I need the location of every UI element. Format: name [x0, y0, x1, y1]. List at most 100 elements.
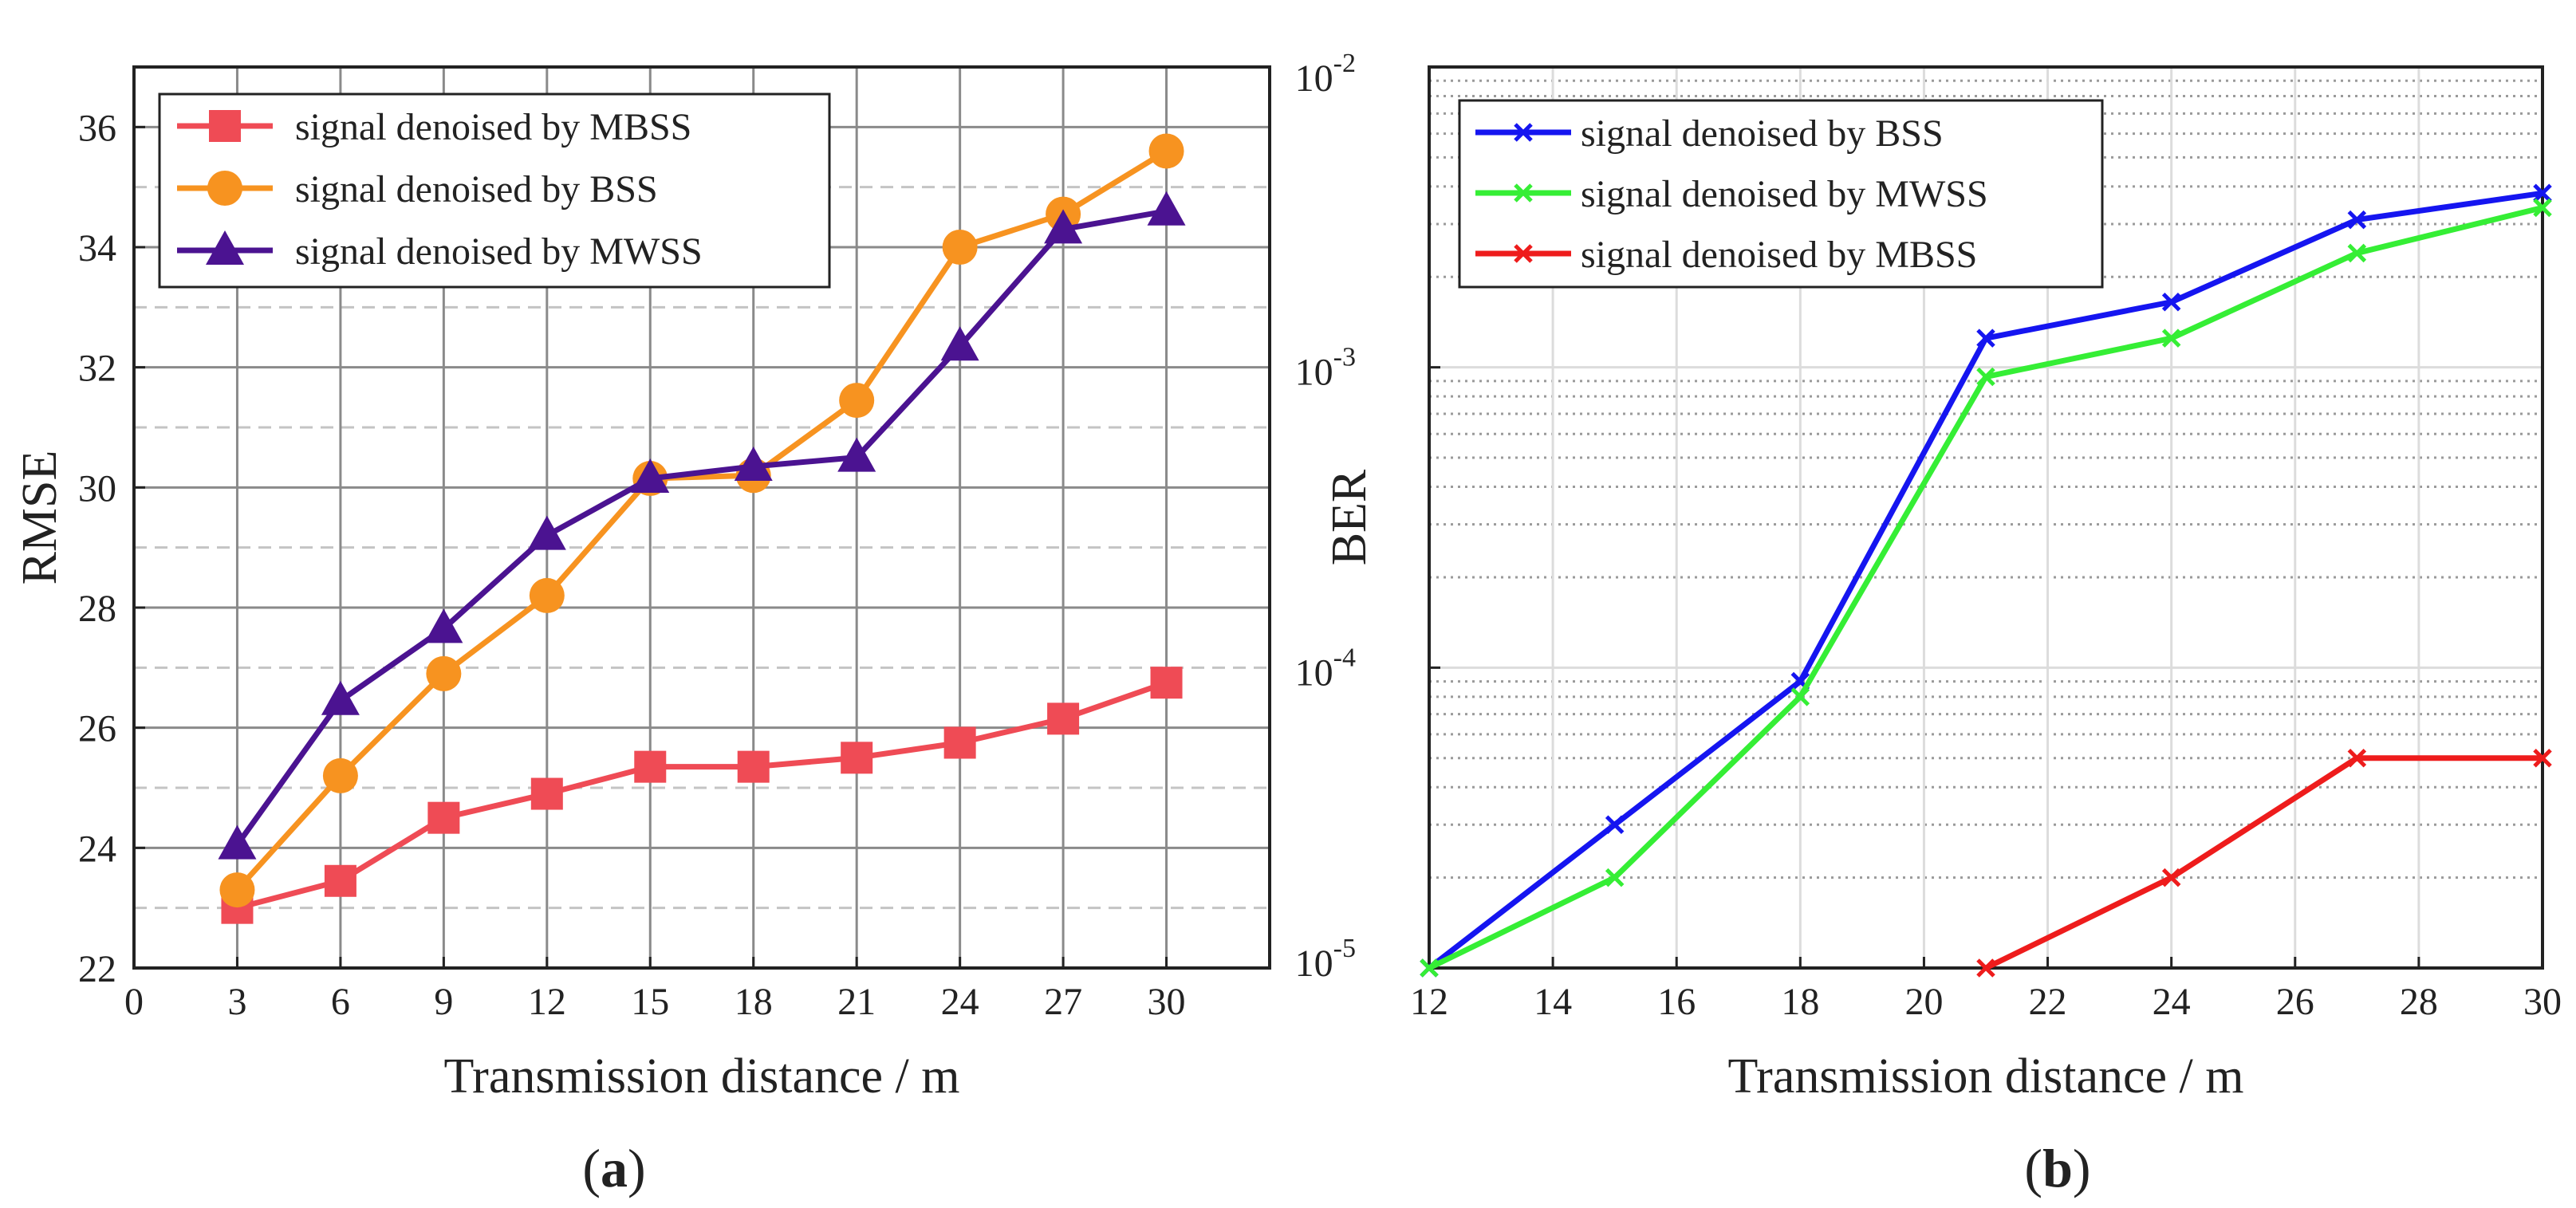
legend-label: signal denoised by MWSS — [1581, 173, 1988, 215]
x-tick-label: 20 — [1904, 981, 1943, 1023]
data-point — [427, 801, 460, 834]
data-point — [2347, 243, 2367, 263]
legend: signal denoised by BSS signal denoised by… — [1458, 99, 2104, 289]
series-line — [234, 148, 1168, 892]
series-line — [236, 679, 1168, 911]
data-point — [1605, 868, 1625, 887]
legend-item: signal denoised by BSS — [1475, 112, 1944, 155]
series-line — [234, 208, 1168, 847]
x-tick-label: 14 — [1534, 981, 1572, 1023]
data-point — [324, 864, 356, 897]
data-point — [940, 326, 979, 361]
data-point — [2347, 210, 2367, 230]
data-point — [942, 230, 978, 265]
panel-b-ber-chart: 12 14 16 18 20 22 24 26 28 3010-210-310-410-5Tran… — [1295, 49, 2562, 1198]
panel-label-paren: ( — [2024, 1138, 2042, 1198]
legend-marker — [207, 171, 242, 206]
x-tick-label: 12 — [1410, 981, 1448, 1023]
legend-label: signal denoised by BSS — [295, 168, 658, 211]
data-point — [1150, 667, 1183, 699]
data-point — [2533, 183, 2552, 203]
y-tick-label: 22 — [78, 948, 116, 990]
legend-label: signal denoised by MWSS — [295, 230, 703, 273]
x-tick-label: 3 — [227, 981, 246, 1023]
legend-item: signal denoised by MWSS — [1475, 173, 1988, 215]
data-point — [527, 515, 566, 550]
data-point — [426, 655, 462, 691]
x-tick-label: 30 — [2523, 981, 2562, 1023]
data-point — [530, 777, 563, 810]
data-point — [634, 750, 667, 783]
y-tick-base: 10 — [1295, 57, 1333, 100]
data-point — [2533, 198, 2552, 218]
data-point — [1044, 209, 1083, 244]
x-tick-label: 9 — [434, 981, 453, 1023]
panel-a-rmse-chart: 0 3 6 9 12 15 18 21 24 27 302224262830323436Transm… — [13, 65, 1271, 1198]
legend-label: signal denoised by MBSS — [1581, 234, 1977, 276]
data-point — [943, 726, 976, 759]
x-tick-label: 0 — [124, 981, 144, 1023]
legend-marker — [206, 230, 244, 265]
legend-marker — [1514, 123, 1533, 142]
data-point — [1790, 687, 1810, 706]
data-point — [1976, 329, 1995, 348]
x-tick-label: 27 — [1044, 981, 1082, 1023]
y-axis-label: BER — [1322, 469, 1377, 565]
x-tick-label: 12 — [528, 981, 566, 1023]
data-point — [839, 383, 875, 419]
panel-label-paren: ) — [2073, 1138, 2091, 1198]
y-tick-label: 32 — [78, 348, 116, 390]
data-point — [219, 872, 255, 908]
legend-item: signal denoised by BSS — [177, 168, 658, 211]
x-tick-label: 30 — [1148, 981, 1186, 1023]
series-line — [1984, 755, 2543, 971]
x-tick-label: 26 — [2276, 981, 2314, 1023]
data-point — [2347, 748, 2367, 768]
x-tick-label: 16 — [1657, 981, 1696, 1023]
data-point — [2161, 292, 2181, 312]
panel-label-b: (b) — [2024, 1138, 2090, 1198]
data-point — [2161, 329, 2181, 348]
y-tick-label: 30 — [78, 467, 116, 510]
x-tick-label: 22 — [2029, 981, 2067, 1023]
y-tick-exponent: -5 — [1333, 934, 1356, 963]
data-point — [1605, 815, 1625, 835]
data-point — [1147, 191, 1186, 226]
series-signal-denoised-by-mwss — [1420, 198, 2552, 978]
y-tick-label: 34 — [78, 227, 116, 270]
x-tick-label: 15 — [631, 981, 669, 1023]
data-point — [2533, 748, 2552, 768]
y-tick-label: 26 — [78, 708, 116, 750]
data-point — [1148, 133, 1184, 169]
data-point — [1976, 958, 1995, 978]
legend-marker — [1514, 244, 1533, 263]
y-tick-label: 10-2 — [1295, 49, 1356, 100]
legend-marker — [1514, 183, 1533, 203]
data-point — [1420, 958, 1439, 978]
plot-frame — [132, 65, 1271, 970]
x-tick-label: 24 — [941, 981, 979, 1023]
y-tick-base: 10 — [1295, 942, 1333, 985]
legend-item: signal denoised by MBSS — [177, 106, 691, 148]
legend: signal denoised by MBSS signal denoised b… — [158, 92, 831, 289]
data-point — [734, 446, 773, 481]
y-tick-base: 10 — [1295, 651, 1333, 694]
legend-item: signal denoised by MBSS — [1475, 234, 1977, 276]
data-point — [218, 824, 257, 860]
x-tick-label: 18 — [1781, 981, 1819, 1023]
x-tick-label: 21 — [837, 981, 876, 1023]
data-point — [322, 757, 358, 793]
y-tick-exponent: -4 — [1333, 643, 1356, 672]
y-tick-label: 10-5 — [1295, 934, 1356, 985]
data-point — [1047, 702, 1080, 735]
series-signal-denoised-by-bss — [219, 133, 1184, 908]
y-tick-label: 28 — [78, 588, 116, 630]
data-point — [424, 608, 463, 643]
data-point — [737, 750, 770, 783]
y-tick-base: 10 — [1295, 352, 1333, 394]
x-tick-label: 18 — [735, 981, 773, 1023]
series-signal-denoised-by-mbss — [1976, 748, 2552, 978]
series-signal-denoised-by-mwss — [218, 191, 1186, 860]
data-point — [837, 437, 876, 472]
